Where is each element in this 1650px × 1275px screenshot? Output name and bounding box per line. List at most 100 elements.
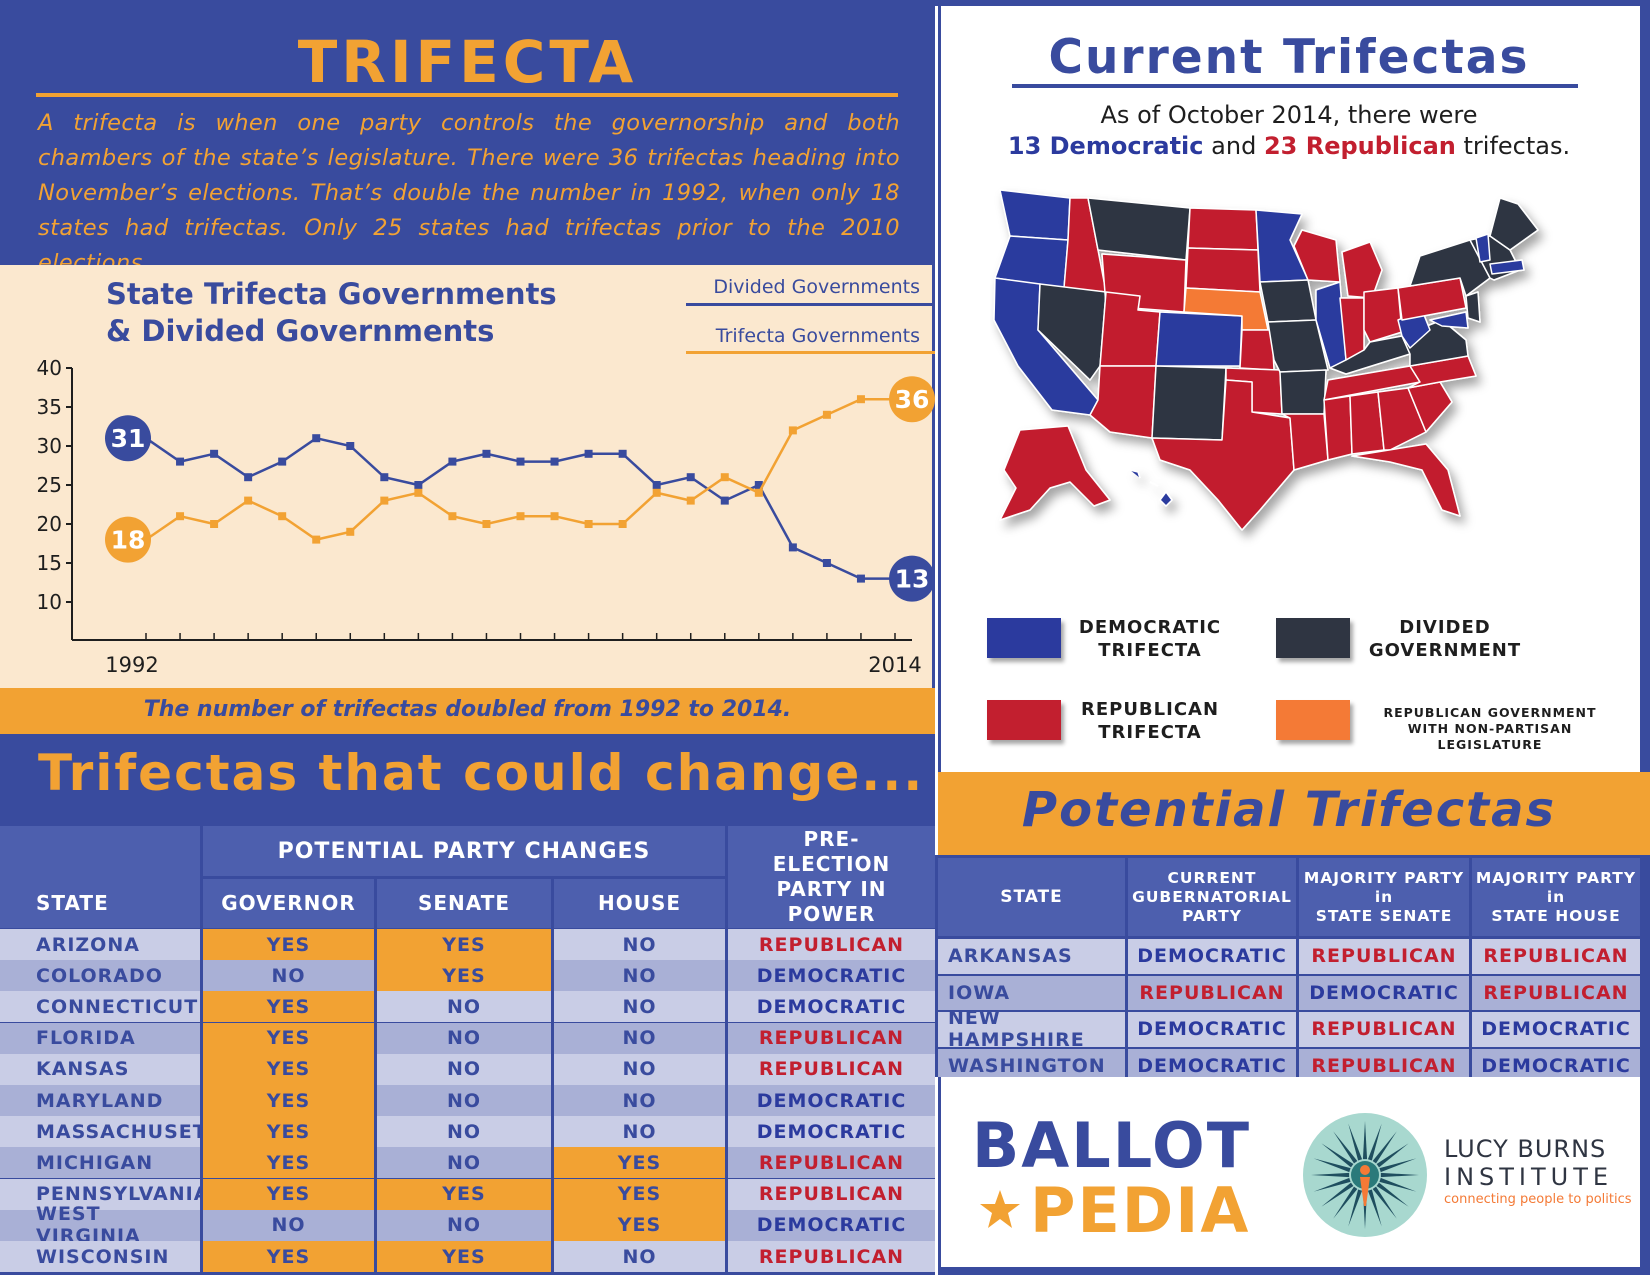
cell-state: ARKANSAS [938, 939, 1128, 974]
table-row: WEST VIRGINIA NO NO YES DEMOCRATIC [0, 1203, 935, 1247]
map-state-massachusetts [1489, 259, 1525, 275]
sunburst-ray [1376, 1143, 1409, 1168]
chart-caption: The number of trifectas doubled from 199… [143, 697, 792, 722]
intro-paragraph: A trifecta is when one party controls th… [38, 110, 900, 276]
cell-state: ARIZONA [0, 929, 203, 960]
map-state-kentucky [1329, 335, 1411, 375]
cell-state: WISCONSIN [0, 1241, 203, 1272]
table-row: MARYLAND YES NO NO DEMOCRATIC [0, 1085, 935, 1116]
cell-house: REPUBLICAN [1472, 975, 1640, 1010]
series-point [822, 559, 831, 567]
map-state-kansas [1239, 329, 1275, 371]
legend-label-democratic: DEMOCRATIC TRIFECTA [1078, 617, 1222, 661]
series-point [312, 535, 321, 544]
map-state-new-jersey [1465, 291, 1481, 323]
series-point [380, 496, 389, 505]
sunburst-ray [1333, 1131, 1358, 1164]
y-tick-label-35: 35 [37, 395, 62, 419]
cell-state: MICHIGAN [0, 1147, 203, 1179]
cell-state: MASSACHUSETTS [0, 1116, 235, 1148]
y-tick-label-15: 15 [37, 551, 62, 575]
badge-label: 18 [111, 526, 146, 555]
series-point [244, 473, 253, 482]
map-state-hawaii [1129, 469, 1173, 507]
cell-senate: YES [377, 929, 554, 960]
col-header-house: HOUSE [554, 879, 725, 928]
y-tick-label-40: 40 [37, 356, 62, 380]
potential-trifectas-title: Potential Trifectas [1021, 782, 1557, 838]
map-state-michigan [1341, 241, 1383, 299]
series-point [516, 512, 525, 521]
sunburst-ray [1313, 1158, 1351, 1173]
cell-state: WEST VIRGINIA [0, 1203, 203, 1247]
col-header-senate: SENATE [377, 879, 551, 928]
series-point [482, 449, 491, 458]
cell-governor: YES [203, 991, 377, 1023]
series-point [720, 473, 729, 482]
chart-title-line2: & Divided Governments [106, 314, 495, 348]
cell-party: REPUBLICAN [728, 1053, 935, 1085]
map-state-washington [999, 189, 1071, 241]
cell-state: NEW HAMPSHIRE [938, 1007, 1128, 1051]
map-state-iowa [1259, 279, 1317, 323]
series-point [448, 457, 457, 466]
map-state-colorado [1155, 311, 1243, 367]
panel-top-border [935, 0, 1650, 6]
trifectas-change-band [0, 734, 935, 826]
cell-party: REPUBLICAN [728, 929, 935, 960]
cell-senate: NO [377, 991, 554, 1023]
chart-badges: 31 13 18 36 [105, 376, 935, 602]
cell-house: NO [554, 1085, 728, 1116]
cell-house: YES [554, 1147, 728, 1179]
badge-label: 13 [895, 565, 930, 594]
cell-party: DEMOCRATIC [728, 1085, 935, 1116]
sunburst-ray [1313, 1177, 1351, 1192]
cell-senate: NO [377, 1116, 554, 1148]
cell-state: IOWA [938, 975, 1128, 1010]
y-tick-label-30: 30 [37, 434, 62, 458]
series-point [618, 520, 627, 528]
cell-governor: YES [203, 1053, 377, 1085]
cell-senate: NO [377, 1053, 554, 1085]
sunburst-ray [1333, 1186, 1358, 1219]
col-header-potential-changes: POTENTIAL PARTY CHANGES [203, 826, 725, 876]
series-point [686, 473, 695, 482]
cell-party: DEMOCRATIC [728, 991, 935, 1023]
cell-house: DEMOCRATIC [1472, 1012, 1640, 1047]
pt-col-header-house: MAJORITY PARTY in STATE HOUSE [1472, 858, 1640, 936]
sunburst-ray [1348, 1189, 1363, 1227]
cell-house: NO [554, 960, 728, 992]
chart-axes: 10 15 20 25 30 35 40 1992 2014 [37, 356, 922, 677]
tail-text: trifectas. [1463, 132, 1571, 160]
x-tick-label-start: 1992 [105, 653, 158, 677]
map-title-underline [1012, 84, 1578, 88]
series-point [822, 410, 831, 419]
legend-label-divided: DIVIDED GOVERNMENT [1368, 617, 1522, 661]
series-point [278, 512, 287, 521]
header-panel [0, 0, 935, 265]
map-state-texas [1151, 379, 1295, 531]
badge-label: 36 [895, 385, 930, 414]
cell-governor: YES [203, 929, 377, 960]
series-point [618, 449, 627, 458]
series-point [754, 481, 763, 489]
table-row: FLORIDA YES NO NO REPUBLICAN [0, 1022, 935, 1054]
map-state-louisiana [1281, 413, 1329, 471]
sunburst-ray [1372, 1131, 1397, 1164]
map-state-mississippi [1323, 395, 1353, 461]
map-state-wisconsin [1293, 229, 1341, 283]
cell-governor: YES [203, 1085, 377, 1116]
y-tick-label-10: 10 [37, 590, 62, 614]
series-point [176, 512, 185, 521]
map-state-arkansas [1279, 369, 1327, 415]
map-state-ohio [1363, 287, 1403, 343]
table-row: MICHIGAN YES NO YES REPUBLICAN [0, 1147, 935, 1179]
cell-party: REPUBLICAN [728, 1147, 935, 1179]
sunburst-ray [1321, 1182, 1354, 1207]
sunburst-ray [1367, 1189, 1382, 1227]
and-text: and [1211, 132, 1257, 160]
star-icon [978, 1188, 1022, 1232]
cell-state: MARYLAND [0, 1085, 203, 1116]
series-point [856, 395, 865, 404]
cell-senate: YES [377, 960, 554, 992]
